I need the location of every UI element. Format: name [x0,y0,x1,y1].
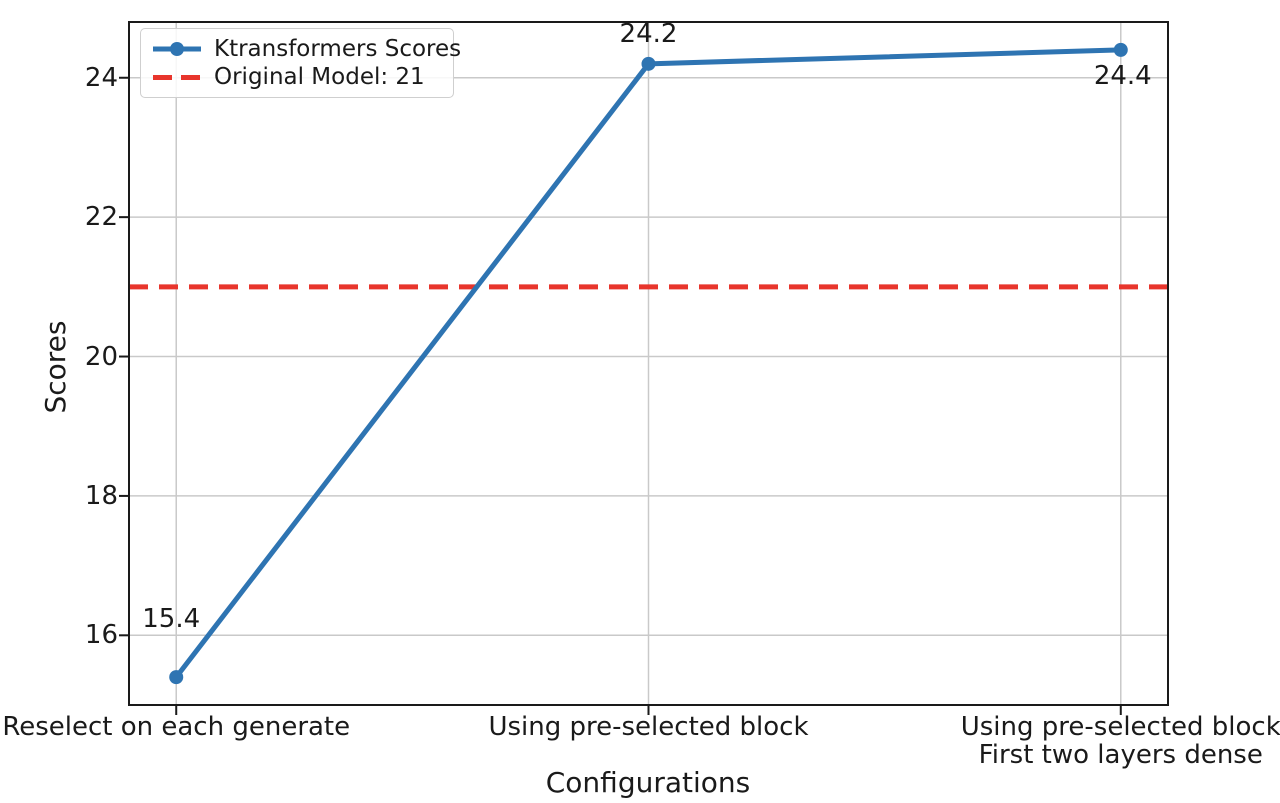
y-tick-label: 20 [84,341,118,372]
data-point-marker [641,56,656,71]
legend-item-reference: Original Model: 21 [153,63,441,91]
legend-item-series: Ktransformers Scores [153,35,461,63]
y-tick-label: 16 [84,620,118,651]
data-point-marker [169,670,184,685]
data-point-label: 15.4 [142,604,201,635]
x-tick-label: Reselect on each generate [2,712,351,742]
legend-reference-label: Original Model: 21 [214,64,425,90]
legend-dashed-line-sample [153,69,201,85]
legend-series-label: Ktransformers Scores [214,36,462,62]
x-tick-label: Using pre-selected block [488,712,809,742]
data-point-label: 24.2 [619,18,678,49]
y-tick-label: 24 [84,62,118,93]
legend-line-marker-sample [153,41,201,57]
x-tick-label: Using pre-selected block First two layer… [960,712,1280,770]
legend: Ktransformers Scores Original Model: 21 [140,28,461,98]
x-axis-label: Configurations [545,766,751,799]
data-point-label: 24.4 [1093,60,1152,91]
data-point-marker [1113,42,1128,57]
y-tick-label: 22 [84,202,118,233]
y-tick-label: 18 [84,480,118,511]
